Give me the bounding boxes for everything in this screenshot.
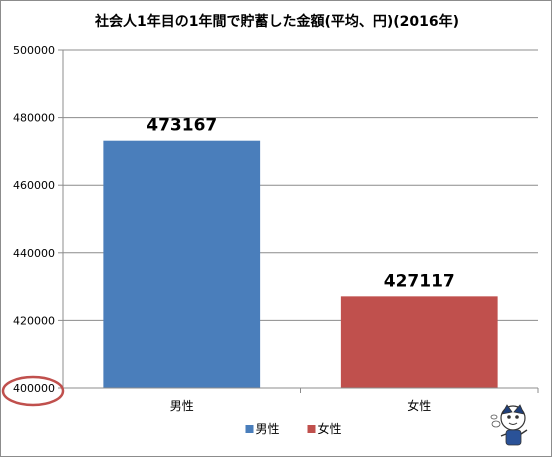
x-category-label: 男性	[170, 399, 194, 413]
y-axis: 400000 420000 440000 460000 480000 500000	[13, 44, 64, 395]
legend: 男性 女性	[245, 421, 342, 436]
x-axis: 男性 女性	[62, 387, 539, 413]
y-tick-label: 500000	[13, 44, 55, 57]
bar-male	[103, 140, 261, 388]
data-label: 473167	[146, 116, 217, 136]
chart-title: 社会人1年目の1年間で貯蓄した金額(平均、円)(2016年)	[94, 13, 459, 30]
bars: 473167 427117	[103, 116, 498, 388]
y-tick-label: 400000	[13, 382, 55, 395]
y-tick-label: 440000	[13, 247, 55, 260]
legend-swatch	[307, 425, 316, 433]
x-category-label: 女性	[407, 398, 431, 413]
y-tick-label: 460000	[13, 179, 55, 192]
legend-entry: 女性	[318, 421, 342, 436]
y-tick-label: 420000	[13, 314, 55, 327]
legend-entry: 男性	[256, 422, 280, 436]
mascot-icon	[490, 404, 528, 446]
baseline-circle-annotation	[1, 375, 65, 407]
y-tick-label: 480000	[13, 112, 55, 125]
red-circle-highlight	[1, 375, 65, 407]
data-label: 427117	[384, 271, 455, 291]
bar-female	[340, 296, 498, 388]
legend-swatch	[245, 425, 254, 433]
